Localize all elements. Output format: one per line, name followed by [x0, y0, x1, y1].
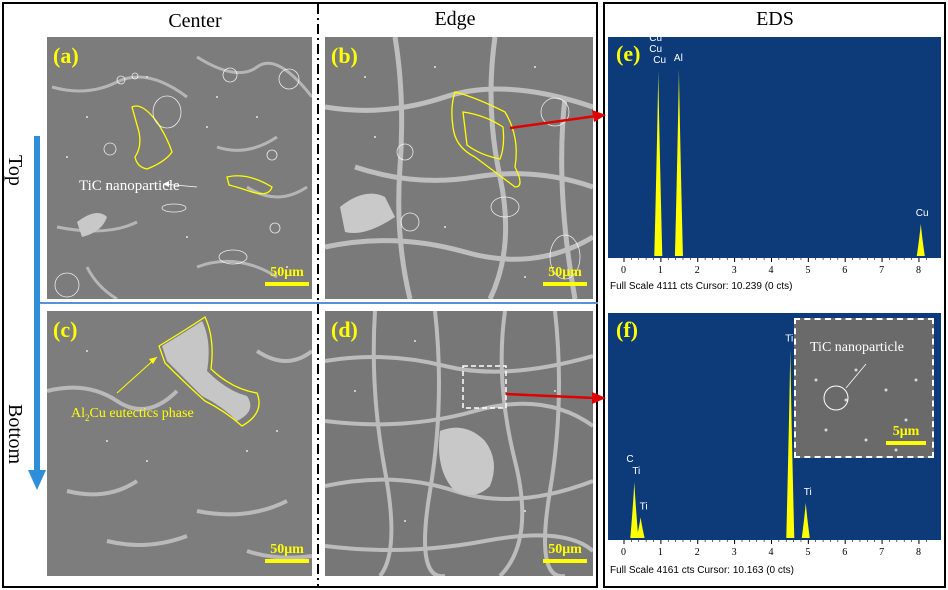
eds-spectrum-e: Cu Cu Cu Al Cu (e)	[608, 37, 941, 258]
panel-a-scale-label: 50μm	[270, 265, 304, 280]
arrow-b-to-e	[510, 110, 606, 130]
eds-spectrum-f: C Ti Ti Ti Ti (f) TiC nanoparticle 5μm	[608, 313, 941, 540]
eds-axis-tick-label: 5	[805, 547, 810, 558]
eds-e-axis: 0 1 2 3 4 5 6 7 8 Full Scale 4111 cts Cursor: 10…	[608, 258, 941, 298]
eds-axis-tick-label: 3	[732, 547, 737, 558]
eds-axis-tick-label: 1	[658, 547, 663, 558]
eds-f-label: (f)	[616, 317, 638, 342]
panel-b-image	[325, 37, 593, 299]
panel-a-annotation: TiC nanoparticle	[79, 178, 180, 194]
panel-b-micrograph: (b) 50μm	[325, 37, 593, 299]
micrograph-frame	[2, 2, 598, 588]
eds-f-peak	[786, 349, 795, 538]
eds-e-peak	[916, 223, 925, 256]
arrow-d-to-f	[506, 392, 606, 404]
eds-f-footer: Full Scale 4161 cts Cursor: 10.163 (0 ct…	[610, 565, 794, 576]
side-label-top: Top	[4, 155, 26, 186]
eds-axis-tick-label: 7	[879, 265, 884, 276]
panel-c-annotation-suffix: Cu eutectics phase	[89, 406, 194, 421]
eds-f-inset-scale-label: 5μm	[892, 424, 920, 439]
eds-e-peak-label: Cu	[649, 37, 662, 44]
panel-b-scale-bar: 50μm	[543, 265, 587, 286]
column-divider	[317, 4, 319, 586]
top-bottom-arrow	[28, 136, 46, 490]
eds-e-axis-ticks: 0 1 2 3 4 5 6 7 8	[621, 258, 927, 276]
panel-c-micrograph: (c) Al2Cu eutectics phase 50μm	[47, 311, 312, 576]
eds-e-peak-label: Al	[674, 53, 683, 64]
column-title-center: Center	[168, 10, 222, 32]
eds-f-peak-label: Ti	[785, 334, 793, 345]
eds-axis-tick-label: 4	[768, 547, 773, 558]
eds-axis-tick-label: 5	[805, 265, 810, 276]
eds-f-peak	[630, 482, 639, 538]
panel-a-image	[47, 37, 312, 299]
eds-axis-tick-label: 6	[842, 265, 847, 276]
panel-b-label: (b)	[331, 43, 358, 68]
eds-e-label: (e)	[616, 41, 641, 66]
eds-e-peak-label: Cu	[653, 55, 666, 66]
eds-f-axis: 0 1 2 3 4 5 6 7 8 Full Scale 4161 cts Cursor: 10…	[608, 540, 941, 580]
eds-axis-tick-label: 6	[842, 547, 847, 558]
panel-d-label: (d)	[331, 317, 358, 342]
eds-axis-tick-label: 2	[695, 265, 700, 276]
row-divider	[40, 302, 598, 304]
eds-f-peak-label: Ti	[632, 466, 640, 477]
eds-f-peak	[801, 502, 810, 538]
panel-c-label: (c)	[53, 317, 78, 342]
eds-axis-tick-label: 7	[879, 547, 884, 558]
eds-axis-tick-label: 2	[695, 547, 700, 558]
panel-a-label: (a)	[53, 43, 79, 68]
eds-e-peak	[674, 69, 683, 256]
panel-a-scale-bar: 50μm	[265, 265, 309, 286]
eds-f-peak-label: Ti	[640, 501, 648, 512]
eds-axis-tick-label: 0	[621, 265, 626, 276]
panel-a-scale-line	[265, 282, 309, 286]
eds-e-footer: Full Scale 4111 cts Cursor: 10.239 (0 ct…	[610, 281, 793, 292]
eds-f-peak-label: C	[626, 454, 633, 465]
eds-axis-tick-label: 8	[916, 265, 921, 276]
eds-f-inset-scale-line	[886, 441, 926, 445]
eds-axis-tick-label: 4	[768, 265, 773, 276]
panel-d-scale-label: 50μm	[548, 542, 582, 557]
panel-a-micrograph: (a) TiC nanoparticle 50μm	[47, 37, 312, 299]
panel-d-scale-bar: 50μm	[543, 542, 587, 563]
panel-c-scale-line	[265, 559, 309, 563]
eds-e-peak-label: Cu	[649, 44, 662, 55]
eds-e-peak	[654, 71, 663, 256]
panel-b-scale-line	[543, 282, 587, 286]
panel-c-annotation: Al2Cu eutectics phase	[71, 406, 194, 423]
eds-axis-tick-label: 1	[658, 265, 663, 276]
eds-axis-tick-label: 3	[732, 265, 737, 276]
panel-d-scale-line	[543, 559, 587, 563]
eds-f-inset-scale-bar: 5μm	[886, 424, 926, 445]
column-title-eds: EDS	[756, 8, 794, 30]
eds-e-peak-label: Cu	[916, 208, 929, 219]
panel-c-annotation-sub: 2	[85, 412, 90, 423]
eds-f-inset-annotation: TiC nanoparticle	[810, 340, 904, 355]
panel-d-image	[325, 311, 593, 576]
column-title-edge: Edge	[434, 8, 476, 30]
panel-c-annotation-prefix: Al	[71, 406, 85, 421]
eds-f-inset: TiC nanoparticle 5μm	[794, 318, 934, 458]
eds-axis-tick-label: 0	[621, 547, 626, 558]
eds-axis-tick-label: 8	[916, 547, 921, 558]
panel-c-scale-label: 50μm	[270, 542, 304, 557]
panel-b-scale-label: 50μm	[548, 265, 582, 280]
eds-f-axis-ticks: 0 1 2 3 4 5 6 7 8	[621, 540, 927, 558]
panel-d-micrograph: (d) 50μm	[325, 311, 593, 576]
eds-frame	[603, 2, 946, 588]
eds-f-peak-label: Ti	[804, 487, 812, 498]
side-label-bottom: Bottom	[4, 404, 26, 465]
eds-f-inset-image	[796, 320, 932, 456]
panel-c-image	[47, 311, 312, 576]
panel-c-scale-bar: 50μm	[265, 542, 309, 563]
eds-f-peak	[636, 517, 645, 538]
